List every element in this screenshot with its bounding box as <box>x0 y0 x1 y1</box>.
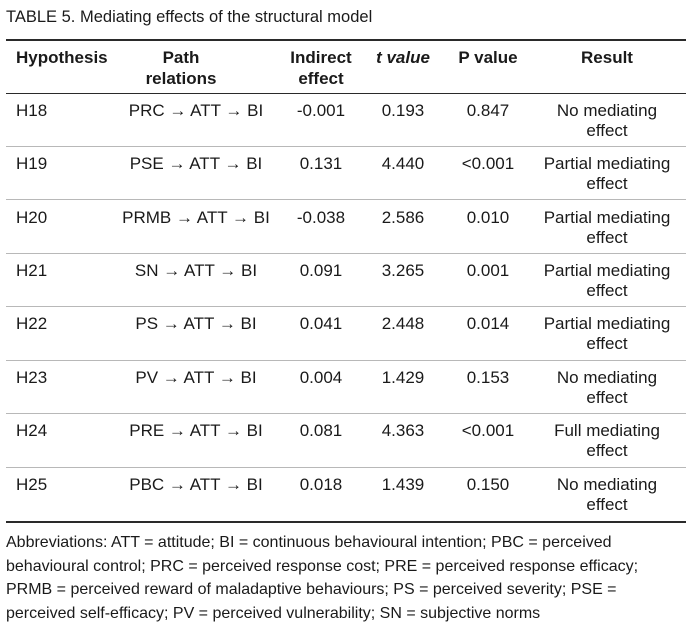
cell-path: PRMB → ATT → BI <box>122 208 270 227</box>
cell-result-line1: Partial mediating <box>543 208 671 227</box>
cell-indirect: 0.041 <box>299 314 343 333</box>
cell-p-value: 0.014 <box>466 314 510 333</box>
cell-t-value: 1.439 <box>381 475 425 494</box>
cell-result-line1: No mediating <box>556 368 658 387</box>
header-indirect-line1: Indirect <box>290 48 352 67</box>
cell-path: PS → ATT → BI <box>135 314 257 333</box>
cell-result-line2: effect <box>586 281 628 300</box>
row-divider <box>6 360 686 361</box>
header-hypothesis: Hypothesis <box>16 48 108 67</box>
cell-result-line2: effect <box>586 441 628 460</box>
row-divider <box>6 146 686 147</box>
cell-p-value: 0.847 <box>466 101 510 120</box>
header-indirect-line2: effect <box>298 69 344 88</box>
cell-hypothesis: H22 <box>16 314 48 333</box>
cell-result-line2: effect <box>586 228 628 247</box>
cell-t-value: 3.265 <box>381 261 425 280</box>
table-header-rule <box>6 93 686 94</box>
cell-result-line1: Partial mediating <box>543 314 671 333</box>
cell-p-value: 0.150 <box>466 475 510 494</box>
cell-path: PRE → ATT → BI <box>129 421 263 440</box>
footnote-line: Abbreviations: ATT = attitude; BI = cont… <box>6 534 612 551</box>
cell-path: PBC → ATT → BI <box>129 475 263 494</box>
cell-t-value: 1.429 <box>381 368 425 387</box>
cell-p-value: 0.010 <box>466 208 510 227</box>
cell-hypothesis: H19 <box>16 154 48 173</box>
table-bottom-rule <box>6 521 686 523</box>
header-path-line1: Path <box>162 48 200 67</box>
cell-hypothesis: H18 <box>16 101 48 120</box>
header-t-value: t value <box>376 48 430 67</box>
footnote-line: perceived self-efficacy; PV = perceived … <box>6 604 541 622</box>
cell-hypothesis: H21 <box>16 261 48 280</box>
cell-result-line1: Partial mediating <box>543 154 671 173</box>
cell-result-line1: No mediating <box>556 475 658 494</box>
cell-result-line2: effect <box>586 495 628 514</box>
table-footnote: Abbreviations: ATT = attitude; BI = cont… <box>6 531 690 625</box>
cell-indirect: -0.038 <box>296 208 346 227</box>
row-divider <box>6 306 686 307</box>
table-caption: TABLE 5. Mediating effects of the struct… <box>6 8 373 26</box>
cell-indirect: 0.004 <box>299 368 343 387</box>
table-top-rule <box>6 39 686 41</box>
cell-hypothesis: H20 <box>16 208 48 227</box>
header-p-value: P value <box>458 48 518 67</box>
cell-indirect: 0.018 <box>299 475 343 494</box>
cell-result-line2: effect <box>586 121 628 140</box>
header-result: Result <box>581 48 633 67</box>
cell-indirect: 0.091 <box>299 261 343 280</box>
row-divider <box>6 413 686 414</box>
cell-p-value: <0.001 <box>461 154 515 173</box>
cell-result-line2: effect <box>586 174 628 193</box>
cell-hypothesis: H24 <box>16 421 48 440</box>
cell-t-value: 4.363 <box>381 421 425 440</box>
cell-t-value: 0.193 <box>381 101 425 120</box>
cell-p-value: 0.001 <box>466 261 510 280</box>
row-divider <box>6 253 686 254</box>
cell-t-value: 2.448 <box>381 314 425 333</box>
header-path-line2: relations <box>145 69 217 88</box>
cell-result-line1: Partial mediating <box>543 261 671 280</box>
cell-path: PRC → ATT → BI <box>128 101 264 120</box>
cell-indirect: -0.001 <box>296 101 346 120</box>
cell-p-value: <0.001 <box>461 421 515 440</box>
cell-hypothesis: H23 <box>16 368 48 387</box>
row-divider <box>6 467 686 468</box>
cell-t-value: 4.440 <box>381 154 425 173</box>
cell-path: PV → ATT → BI <box>135 368 257 387</box>
cell-indirect: 0.131 <box>299 154 343 173</box>
footnote-line: behavioural control; PRC = perceived res… <box>6 557 639 575</box>
row-divider <box>6 199 686 200</box>
cell-path: PSE → ATT → BI <box>129 154 263 173</box>
cell-result-line2: effect <box>586 388 628 407</box>
cell-result-line2: effect <box>586 334 628 353</box>
cell-p-value: 0.153 <box>466 368 510 387</box>
cell-hypothesis: H25 <box>16 475 48 494</box>
cell-path: SN → ATT → BI <box>134 261 258 280</box>
cell-result-line1: No mediating <box>556 101 658 120</box>
cell-indirect: 0.081 <box>299 421 343 440</box>
cell-result-line1: Full mediating <box>554 421 660 440</box>
cell-t-value: 2.586 <box>381 208 425 227</box>
footnote-line: PRMB = perceived reward of maladaptive b… <box>6 581 617 598</box>
